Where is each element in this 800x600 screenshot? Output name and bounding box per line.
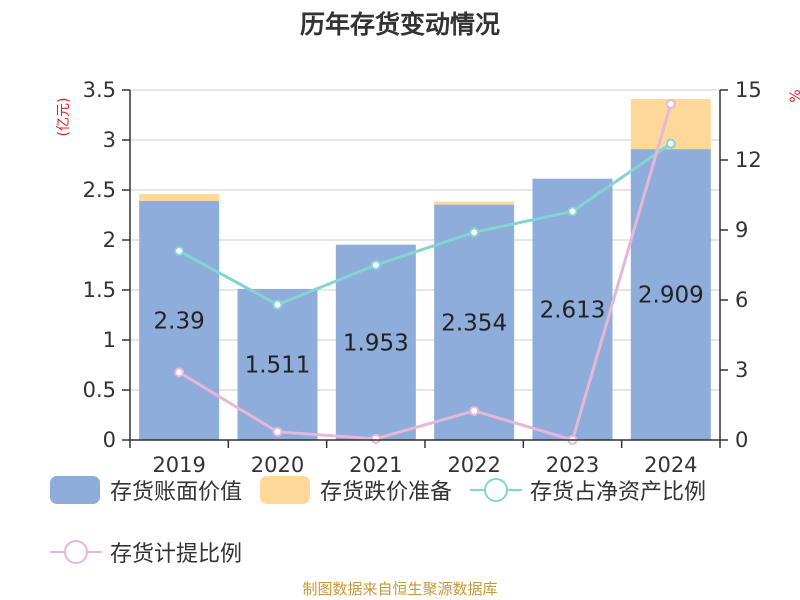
legend-swatch-provision [260, 476, 311, 504]
point-provision-ratio[interactable] [469, 405, 480, 416]
point-provision-ratio[interactable] [174, 367, 185, 378]
x-tick-label: 2021 [349, 453, 402, 477]
x-tick-label: 2023 [546, 453, 599, 477]
gridlines [130, 89, 720, 441]
point-net-asset-ratio[interactable] [567, 206, 578, 217]
x-tick-label: 2022 [447, 453, 500, 477]
legend-swatch-net-asset-ratio [470, 478, 523, 502]
legend: 存货账面价值 存货跌价准备 存货占净资产比例 存货计提比例 [50, 470, 790, 594]
left-tick-label: 0.5 [83, 378, 116, 402]
point-net-asset-ratio[interactable] [665, 138, 676, 149]
right-tick-label: 0 [735, 428, 748, 452]
data-source-note: 制图数据来自恒生聚源数据库 [302, 580, 498, 598]
x-tick-label: 2020 [251, 453, 304, 477]
legend-label-net-asset-ratio: 存货占净资产比例 [530, 480, 707, 505]
bar-provision[interactable] [139, 194, 220, 201]
left-tick-label: 1 [103, 328, 116, 352]
left-axis-unit: (亿元) [56, 98, 72, 137]
bar-value-label: 1.511 [245, 352, 311, 378]
point-provision-ratio[interactable] [370, 433, 381, 444]
x-tick-label: 2024 [644, 453, 697, 477]
bar-book-value[interactable] [532, 178, 613, 440]
legend-swatch-book-value [50, 476, 100, 504]
line-net-asset-ratio [178, 142, 672, 307]
legend-item-net-asset-ratio[interactable]: 存货占净资产比例 [470, 474, 706, 506]
bar-book-value[interactable] [434, 204, 515, 440]
point-net-asset-ratio[interactable] [174, 246, 185, 256]
right-tick-label: 12 [735, 148, 762, 172]
left-tick-label: 1.5 [83, 278, 116, 302]
legend-item-provision[interactable]: 存货跌价准备 [260, 474, 452, 506]
point-net-asset-ratio[interactable] [272, 299, 283, 310]
left-tick-label: 2.5 [83, 178, 116, 202]
left-tick-label: 0 [103, 428, 116, 452]
bar-data-labels: 2.39 1.511 1.953 2.354 2.613 2.909 [154, 283, 704, 379]
left-tick-label: 3 [103, 128, 116, 152]
legend-label-book-value: 存货账面价值 [110, 480, 243, 505]
bar-value-label: 2.39 [154, 309, 205, 335]
right-tick-label: 6 [735, 288, 748, 312]
bars [139, 99, 711, 440]
line-provision-ratio [178, 103, 673, 442]
bar-value-label: 2.613 [540, 297, 606, 323]
bar-value-label: 2.354 [441, 310, 507, 336]
point-provision-ratio[interactable] [272, 426, 283, 437]
bar-value-label: 2.909 [638, 283, 704, 309]
x-tick-label: 2019 [152, 453, 205, 477]
legend-swatch-provision-ratio [50, 540, 102, 564]
point-net-asset-ratio[interactable] [370, 260, 381, 270]
right-axis-unit: % [788, 89, 800, 102]
right-tick-label: 9 [735, 218, 748, 242]
left-tick-label: 3.5 [83, 78, 116, 102]
bar-value-label: 1.953 [343, 330, 409, 356]
point-net-asset-ratio[interactable] [469, 227, 480, 238]
legend-item-book-value[interactable]: 存货账面价值 [50, 474, 242, 506]
chart-title: 历年存货变动情况 [300, 10, 500, 39]
point-provision-ratio[interactable] [665, 99, 676, 109]
series-lines [174, 99, 676, 445]
legend-item-provision-ratio[interactable]: 存货计提比例 [50, 536, 242, 568]
legend-label-provision-ratio: 存货计提比例 [110, 542, 243, 567]
bar-provision[interactable] [434, 201, 515, 205]
left-tick-label: 2 [103, 228, 116, 252]
right-tick-label: 3 [735, 358, 748, 382]
right-tick-label: 15 [735, 78, 762, 102]
axes: 0 0.5 1 1.5 2 2.5 3 3.5 0 3 6 9 12 15 2019 2020 2021 2022… [83, 78, 762, 477]
bar-book-value[interactable] [139, 201, 220, 440]
legend-label-provision: 存货跌价准备 [320, 480, 453, 505]
